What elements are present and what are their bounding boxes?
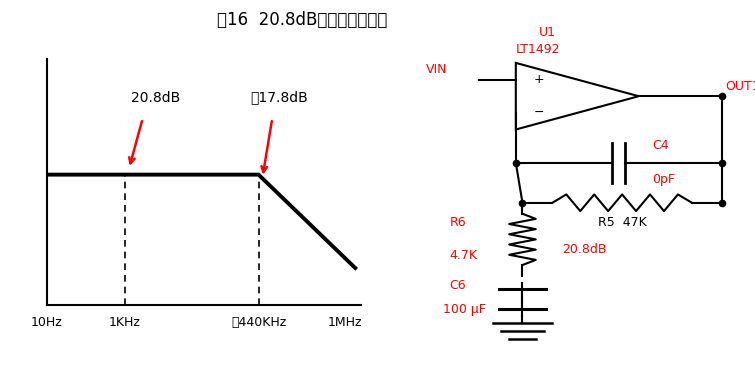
Text: 20.8dB: 20.8dB — [562, 243, 607, 256]
Text: R6: R6 — [449, 216, 466, 229]
Text: 20.8dB: 20.8dB — [131, 91, 180, 105]
Text: VIN: VIN — [426, 63, 448, 76]
Text: U1: U1 — [539, 26, 556, 39]
Text: 約440KHz: 約440KHz — [231, 316, 286, 329]
Text: C4: C4 — [652, 139, 669, 152]
Text: 図16  20.8dB時の周波数特性: 図16 20.8dB時の周波数特性 — [217, 11, 387, 29]
Text: 約17.8dB: 約17.8dB — [251, 91, 308, 105]
Text: 1KHz: 1KHz — [109, 316, 141, 329]
Text: 4.7K: 4.7K — [449, 249, 477, 262]
Text: 100 μF: 100 μF — [442, 303, 485, 316]
Text: +: + — [534, 73, 544, 86]
Text: C6: C6 — [449, 279, 466, 292]
Text: LT1492: LT1492 — [516, 43, 560, 56]
Text: 0pF: 0pF — [652, 173, 675, 186]
Text: −: − — [534, 106, 544, 120]
Text: 1MHz: 1MHz — [328, 316, 362, 329]
Text: R5  47K: R5 47K — [598, 216, 646, 229]
Text: OUT1: OUT1 — [725, 80, 755, 93]
Text: 10Hz: 10Hz — [31, 316, 63, 329]
